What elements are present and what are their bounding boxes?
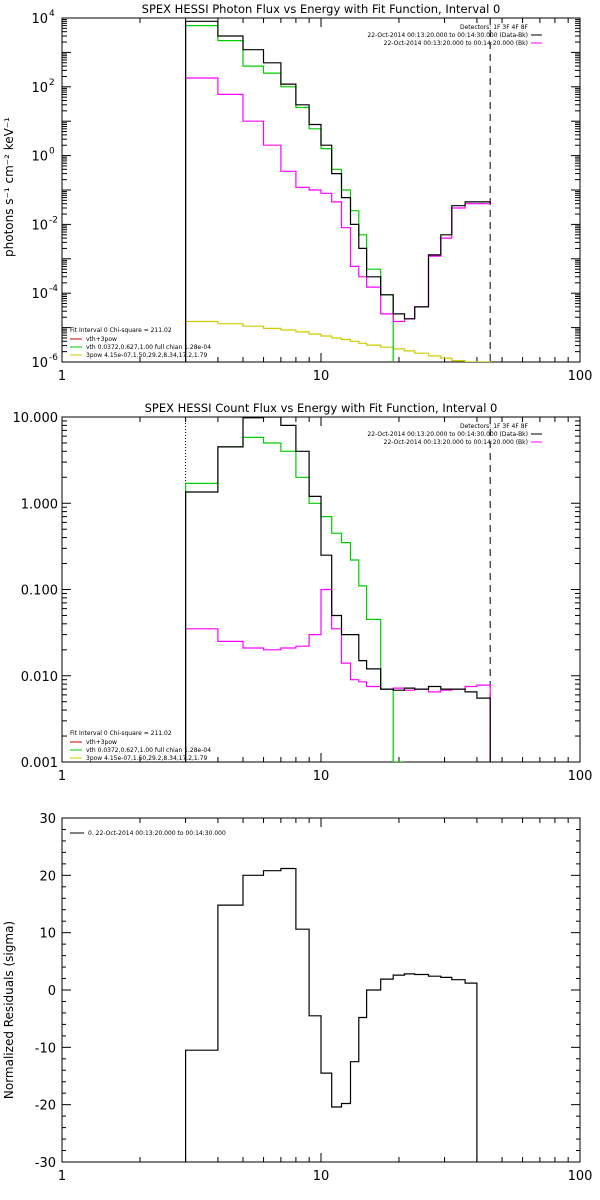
panel2-legend-top-line-3: 22-Oct-2014 00:13:20.000 to 00:14:20.000… [384, 439, 528, 446]
panel2-y-tick-label: 10.000 [13, 411, 59, 426]
panel1-legend-top-line-2: 22-Oct-2014 00:13:20.000 to 00:14:30.000… [367, 32, 528, 39]
panel1-series-bpow [185, 320, 491, 362]
panel2-plot-area: 1 10 100 10.000 1.000 0.100 0.010 0.001 [13, 411, 593, 784]
panel2-legend-bottom-line-2: vth+3pow [86, 739, 117, 746]
panel1-legend-bottom-line-3: vth 0.0372,0.627,1.00 full chian 1.28e-0… [86, 344, 211, 351]
panel1-y-axis-title: photons s⁻¹ cm⁻² keV⁻¹ [2, 117, 16, 257]
panel3-legend: 0. 22-Oct-2014 00:13:20.000 to 00:14:30.… [70, 830, 226, 837]
panel2-y-tick-label: 0.001 [21, 756, 58, 771]
panel1-series-vth [185, 25, 394, 362]
panel3-y-tick-label: 0 [48, 984, 56, 999]
panel-count-flux: SPEX HESSI Count Flux vs Energy with Fit… [13, 401, 593, 784]
panel1-y-tick-label: 10 [31, 150, 48, 165]
panel1-x-tick-label: 1 [58, 369, 66, 384]
panel1-y-tick-label: 10 [31, 12, 48, 27]
panel1-legend-top: Detectors: 1F 3F 4F 8F 22-Oct-2014 00:13… [367, 24, 542, 47]
panel1-y-tick-label-exponent: 0 [49, 147, 55, 157]
panel1-y-tick-label-exponent: 2 [49, 78, 55, 88]
panel3-series-total [185, 867, 478, 1162]
panel1-legend-top-line-1: Detectors: 1F 3F 4F 8F [460, 24, 529, 31]
panel2-x-tick-label: 10 [313, 769, 330, 784]
panel3-x-tick-label: 1 [58, 1169, 66, 1184]
panel2-series-total [185, 417, 491, 762]
panel1-legend-bottom-line-4: 3pow 4.15e-07,1.50,29.2,8.34,17.2,1.79 [86, 352, 207, 359]
panel1-legend-top-line-3: 22-Oct-2014 00:13:20.000 to 00:14:20.000… [384, 40, 528, 47]
panel3-y-tick-label: -10 [35, 1041, 56, 1056]
panel2-series-vth_bpow [185, 588, 491, 762]
panel2-y-tick-label: 0.100 [21, 584, 58, 599]
panel2-title: SPEX HESSI Count Flux vs Energy with Fit… [145, 401, 498, 415]
panel1-y-tick-label-exponent: -4 [49, 284, 58, 294]
panel1-y-tick-label-exponent: -6 [49, 353, 58, 363]
panel2-legend-bottom-line-1: Fit Interval 0 Chi-square = 211.02 [70, 730, 172, 737]
panel2-legend-top: Detectors: 1F 3F 4F 8F 22-Oct-2014 00:13… [367, 423, 542, 446]
panel3-y-tick-label: 20 [39, 869, 56, 884]
panel1-y-tick-label: 10 [31, 287, 48, 302]
panel1-y-tick-label: 10 [31, 218, 48, 233]
panel3-y-tick-label: -20 [35, 1099, 56, 1114]
panel1-x-tick-label: 10 [313, 369, 330, 384]
panel2-legend-top-line-1: Detectors: 1F 3F 4F 8F [460, 423, 529, 430]
panel2-legend-bottom: Fit Interval 0 Chi-square = 211.02 vth+3… [70, 730, 211, 762]
panel3-y-tick-label: 10 [39, 927, 56, 942]
panel-photon-flux: SPEX HESSI Photon Flux vs Energy with Fi… [2, 2, 592, 384]
panel3-legend-line-1: 0. 22-Oct-2014 00:13:20.000 to 00:14:30.… [88, 830, 226, 837]
panel2-legend-bottom-line-4: 3pow 4.15e-07,1.50,29.2,8.34,17.2,1.79 [86, 755, 207, 762]
panel2-legend-bottom-line-3: vth 0.0372,0.627,1.00 full chian 1.28e-0… [86, 747, 211, 754]
panel2-y-tick-label: 0.010 [21, 670, 58, 685]
panel1-title: SPEX HESSI Photon Flux vs Energy with Fi… [142, 2, 501, 16]
panel1-legend-bottom-line-1: Fit Interval 0 Chi-square = 211.02 [70, 327, 172, 334]
panel1-series-total [185, 20, 491, 362]
panel1-y-tick-label: 10 [31, 81, 48, 96]
panel3-y-tick-label: 30 [39, 812, 56, 827]
panel1-series-vth_bpow [185, 77, 491, 362]
panel3-y-axis-title: Normalized Residuals (sigma) [2, 921, 16, 1099]
panel2-x-tick-label: 100 [568, 769, 593, 784]
panel2-legend-top-line-2: 22-Oct-2014 00:13:20.000 to 00:14:30.000… [367, 431, 528, 438]
panel1-y-tick-label-exponent: -2 [49, 215, 58, 225]
panel2-x-tick-label: 1 [58, 769, 66, 784]
panel3-x-tick-label: 10 [313, 1169, 330, 1184]
panel3-frame [61, 817, 581, 1163]
panel1-legend-bottom: Fit Interval 0 Chi-square = 211.02 vth+3… [70, 327, 211, 359]
panel1-y-tick-label-exponent: 4 [49, 9, 55, 19]
panel1-legend-bottom-line-2: vth+3pow [86, 336, 117, 343]
panel1-y-tick-label: 10 [31, 356, 48, 371]
panel2-y-tick-label: 1.000 [21, 497, 58, 512]
panel3-x-tick-label: 100 [568, 1169, 593, 1184]
panel3-y-tick-label: -30 [35, 1156, 56, 1171]
panel1-x-tick-label: 100 [568, 369, 593, 384]
